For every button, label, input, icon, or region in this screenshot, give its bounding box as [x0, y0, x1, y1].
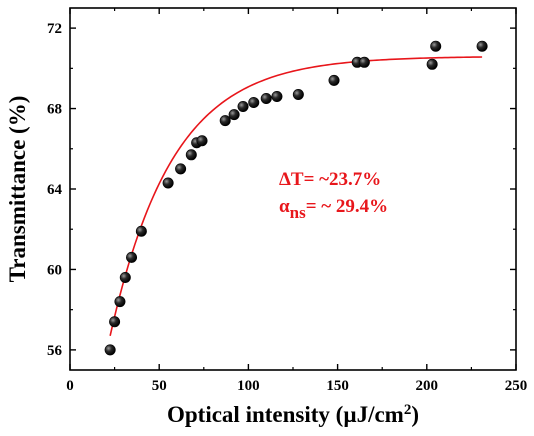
data-point — [162, 177, 174, 189]
data-point — [426, 58, 438, 70]
data-point — [292, 88, 304, 100]
y-tick-label: 68 — [47, 102, 62, 118]
y-tick-label: 56 — [47, 343, 63, 359]
data-point — [109, 316, 121, 328]
data-point — [248, 97, 260, 109]
y-tick-label: 60 — [47, 262, 62, 278]
data-point — [126, 251, 138, 263]
data-point — [228, 109, 240, 121]
alpha-value: = ~ 29.4% — [306, 196, 388, 217]
x-tick-label: 0 — [66, 378, 74, 394]
y-axis-title: Transmittance (%) — [5, 96, 30, 283]
alpha-symbol: α — [279, 196, 290, 217]
data-point — [219, 115, 231, 127]
data-point — [476, 40, 488, 52]
x-tick-label: 250 — [505, 378, 528, 394]
x-axis-title-sup: 2 — [404, 402, 412, 418]
x-tick-label: 100 — [237, 378, 260, 394]
data-point — [260, 93, 272, 105]
alpha-subscript: ns — [290, 203, 306, 222]
y-tick-label: 64 — [47, 182, 63, 198]
data-point — [104, 344, 116, 356]
data-points — [104, 40, 488, 356]
x-axis-title: Optical intensity (µJ/cm2) — [167, 402, 419, 427]
data-point — [430, 40, 442, 52]
annotation-delta-t: ΔT= ~23.7% — [279, 169, 381, 190]
fit-curve — [109, 56, 483, 336]
y-tick-label: 72 — [47, 21, 62, 37]
x-tick-label: 200 — [416, 378, 439, 394]
plot-area: 0 50 100 150 200 250 56 60 64 68 72 — [47, 7, 527, 394]
x-tick-label: 150 — [326, 378, 349, 394]
x-tick-label: 50 — [152, 378, 167, 394]
data-point — [328, 74, 340, 86]
data-point — [114, 296, 126, 308]
axis-ticks: 0 50 100 150 200 250 56 60 64 68 72 — [47, 8, 527, 394]
data-point — [119, 271, 131, 283]
annotation-alpha-ns: αns= ~ 29.4% — [279, 196, 388, 222]
data-point — [185, 149, 197, 161]
data-point — [135, 225, 147, 237]
data-point — [196, 135, 208, 147]
data-point — [175, 163, 187, 175]
data-point — [237, 101, 249, 113]
x-axis-title-close: ) — [411, 402, 419, 427]
data-point — [271, 90, 283, 102]
data-point — [358, 56, 370, 68]
